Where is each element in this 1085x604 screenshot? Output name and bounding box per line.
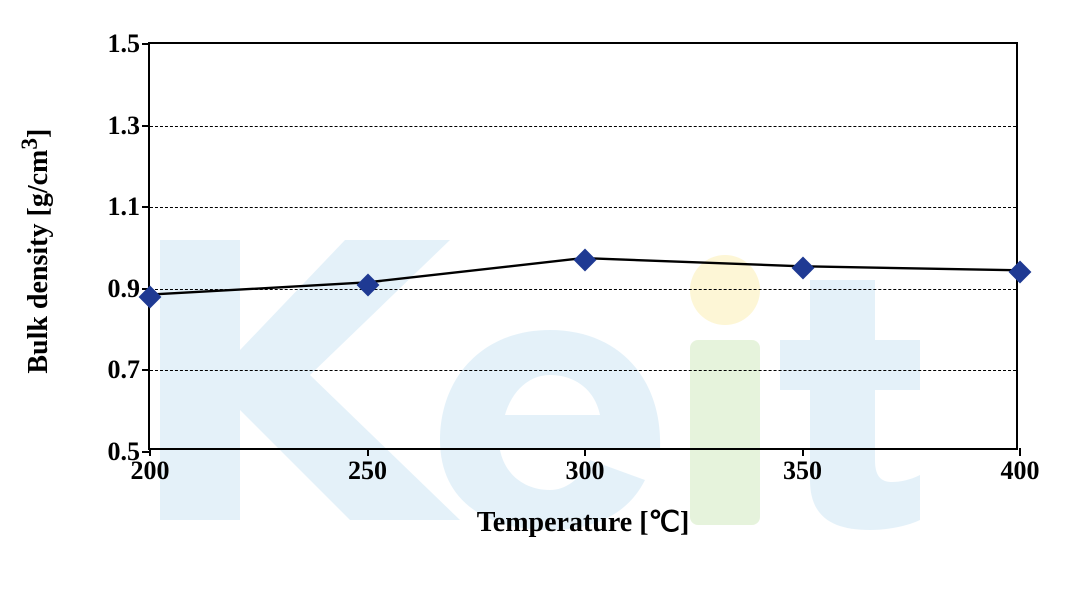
y-tick-label: 0.7 [108, 355, 151, 385]
x-tick-label: 250 [348, 448, 387, 486]
x-tick-label: 200 [131, 448, 170, 486]
y-axis-label: Bulk density [g/cm3] [17, 101, 55, 401]
y-tick-label: 1.5 [108, 29, 151, 59]
chart-container: 0.50.70.91.11.31.5200250300350400 Bulk d… [0, 0, 1085, 604]
gridline-h [150, 370, 1016, 371]
x-tick-label: 400 [1001, 448, 1040, 486]
plot-area: 0.50.70.91.11.31.5200250300350400 [148, 42, 1018, 450]
gridline-h [150, 126, 1016, 127]
data-line-svg [150, 44, 1016, 448]
gridline-h [150, 289, 1016, 290]
x-tick-label: 300 [566, 448, 605, 486]
gridline-h [150, 207, 1016, 208]
x-tick-label: 350 [783, 448, 822, 486]
y-tick-label: 1.1 [108, 192, 151, 222]
x-axis-label: Temperature [℃] [477, 505, 690, 539]
y-tick-label: 1.3 [108, 111, 151, 141]
